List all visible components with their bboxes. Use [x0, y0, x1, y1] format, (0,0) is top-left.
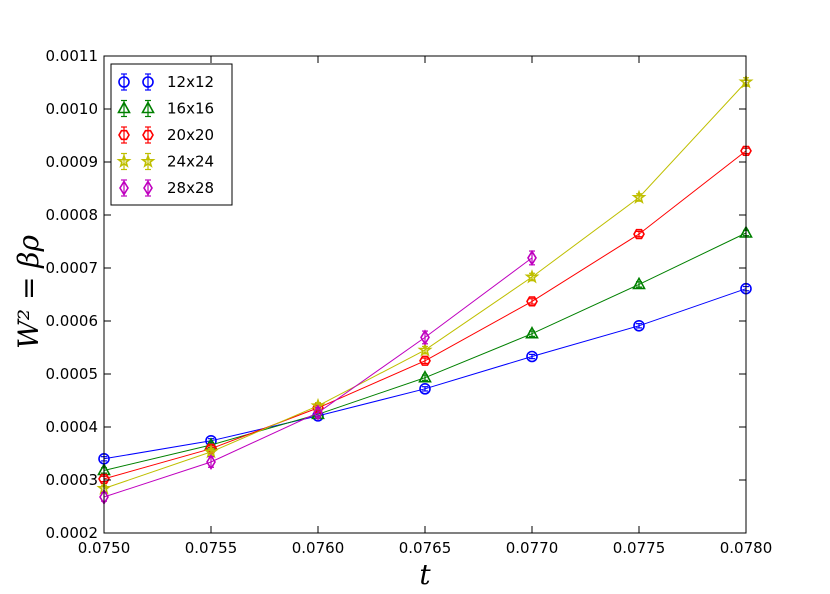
legend: 12x12 16x16 20x20 24x24 28x28: [110, 63, 233, 206]
data-point-20x20: [526, 296, 538, 307]
ticks-layer: 0.0750 0.0755 0.0760 0.0765 0.0770 0.0775 0.07…: [46, 47, 773, 557]
legend-marker-16x16: [117, 100, 131, 114]
x-axis-label: t: [419, 558, 431, 591]
y-tick-label: 0.0007: [46, 259, 99, 277]
legend-items: 12x12 16x16 20x20 24x24 28x28: [116, 73, 214, 197]
legend-label-24x24: 24x24: [167, 153, 214, 171]
data-point-20x20: [98, 473, 110, 485]
data-point-12x12: [526, 350, 538, 363]
y-tick-label: 0.0009: [46, 153, 99, 171]
series-28x28: [99, 249, 537, 506]
data-point-28x28: [206, 453, 216, 471]
data-point-28x28: [313, 404, 323, 421]
y-tick-label: 0.0002: [46, 524, 99, 542]
data-point-20x20: [740, 145, 752, 156]
data-point-20x20: [419, 355, 431, 366]
legend-marker-12x12: [142, 76, 154, 88]
y-tick-label: 0.0004: [46, 418, 99, 436]
data-point-16x16: [632, 276, 646, 290]
y-tick-label: 0.0008: [46, 206, 99, 224]
legend-marker-12x12: [118, 76, 130, 88]
data-point-16x16: [525, 326, 539, 339]
x-tick-label: 0.0775: [613, 539, 666, 557]
legend-label-16x16: 16x16: [167, 100, 214, 118]
y-tick-label: 0.0006: [46, 312, 99, 330]
legend-marker-28x28: [119, 179, 129, 197]
x-tick-label: 0.0770: [506, 539, 559, 557]
legend-item-20x20: 20x20: [118, 126, 214, 144]
legend-item-28x28: 28x28: [119, 179, 214, 197]
data-point-12x12: [633, 319, 645, 332]
x-tick-label: 0.0755: [185, 539, 238, 557]
legend-marker-20x20: [118, 129, 130, 141]
legend-label-28x28: 28x28: [167, 179, 214, 197]
legend-label-12x12: 12x12: [167, 73, 214, 91]
data-point-12x12: [419, 383, 431, 395]
legend-marker-28x28: [143, 179, 153, 197]
legend-item-16x16: 16x16: [117, 100, 214, 118]
y-axis-label: W² = βρ: [12, 235, 45, 349]
series-layer: [96, 74, 754, 506]
legend-item-24x24: 24x24: [116, 153, 214, 171]
legend-box: [110, 63, 233, 206]
legend-marker-16x16: [141, 100, 155, 114]
legend-item-12x12: 12x12: [118, 73, 214, 91]
x-tick-label: 0.0750: [78, 539, 131, 557]
data-point-20x20: [633, 228, 645, 240]
legend-marker-24x24: [140, 153, 156, 168]
series-line-12x12: [103, 288, 747, 460]
x-tick-label: 0.0760: [292, 539, 345, 557]
legend-marker-24x24: [116, 153, 132, 168]
x-tick-label: 0.0765: [399, 539, 452, 557]
data-point-24x24: [524, 269, 540, 284]
y-tick-label: 0.0010: [46, 100, 99, 118]
y-tick-label: 0.0005: [46, 365, 99, 383]
x-tick-label: 0.0780: [720, 539, 773, 557]
data-point-16x16: [418, 370, 432, 383]
y-tick-label: 0.0003: [46, 471, 99, 489]
data-point-28x28: [527, 249, 537, 266]
y-tick-label: 0.0011: [46, 47, 99, 65]
data-point-28x28: [420, 329, 430, 346]
series-12x12: [98, 282, 752, 465]
data-point-24x24: [631, 189, 647, 204]
legend-marker-20x20: [142, 129, 154, 141]
data-point-24x24: [417, 342, 433, 357]
legend-label-20x20: 20x20: [167, 126, 214, 144]
